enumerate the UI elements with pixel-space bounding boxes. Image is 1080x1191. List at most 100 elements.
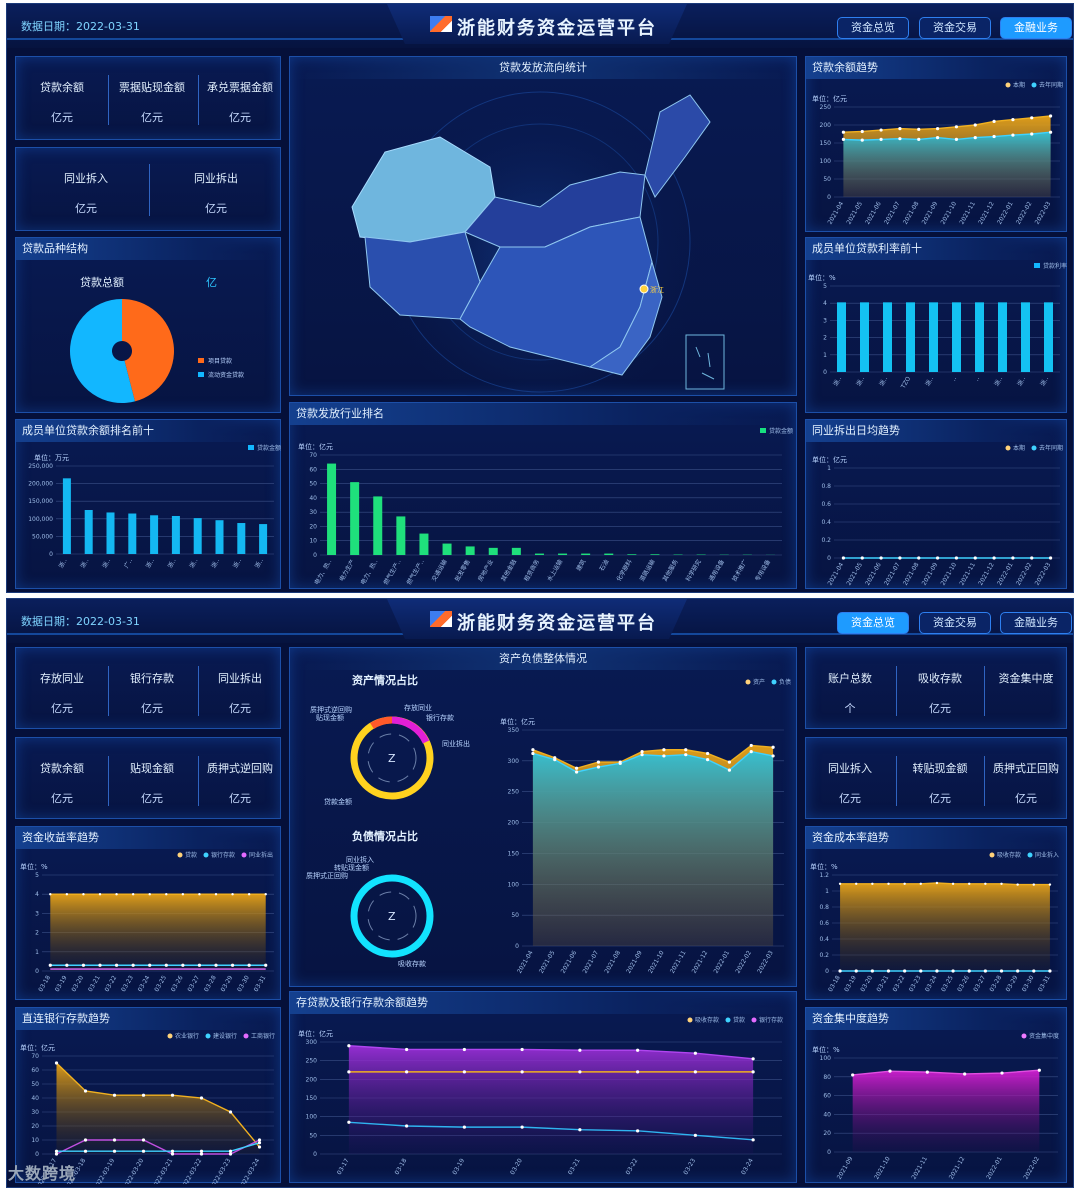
data-point	[727, 768, 732, 772]
panel-title: 资金集中度趋势	[806, 1008, 1066, 1030]
unit-label: 单位：亿元	[812, 94, 847, 103]
tab-financial-business[interactable]: 金融业务	[1000, 17, 1072, 39]
x-tick-label: 2021-08	[902, 561, 921, 586]
y-tick-label: 1	[823, 352, 827, 359]
x-tick-label: 2021-04	[827, 561, 846, 586]
y-tick-label: 10	[309, 538, 317, 545]
x-tick-label: 浙..	[854, 375, 866, 388]
legend-swatch	[198, 372, 204, 377]
data-point	[935, 556, 940, 560]
asset-ring-segment	[370, 716, 393, 730]
data-point	[531, 751, 535, 756]
data-point	[131, 963, 135, 967]
x-tick-label: 浙..	[253, 557, 265, 570]
kpi-panel-loans: 贷款余额 亿元 贴现金额 亿元 质押式逆回购 亿元	[15, 737, 281, 819]
data-point	[247, 893, 251, 896]
series-area	[50, 894, 266, 971]
bank-deposit-trend-panel: 直连银行存款趋势 农业银行 建设银行 工商银行 单位：亿元 70 60 50 40 30 20 10…	[15, 1007, 281, 1184]
legend-dot	[745, 679, 751, 685]
asset-label: 贷款金额	[324, 797, 352, 806]
data-point	[264, 963, 268, 967]
loan-total-unit: 亿	[206, 276, 217, 289]
x-tick-label: 03-27	[972, 974, 987, 993]
legend-label: 贷款金额	[769, 427, 793, 435]
tab-fund-trading[interactable]: 资金交易	[919, 612, 991, 634]
chart-bar	[193, 518, 202, 554]
data-point	[935, 127, 940, 131]
x-tick-label: 浙..	[1015, 375, 1027, 388]
data-point	[596, 765, 601, 769]
legend-label: 同业拆入	[1035, 851, 1059, 859]
data-point	[198, 893, 201, 896]
tab-fund-trading[interactable]: 资金交易	[919, 17, 991, 39]
data-point	[596, 760, 601, 764]
chart-bar	[488, 547, 498, 555]
series-line	[56, 1142, 260, 1152]
legend-dot	[1021, 1033, 1027, 1039]
y-tick-label: 0.2	[821, 537, 831, 544]
x-tick-label: 2021-06	[864, 200, 883, 225]
data-point	[1048, 114, 1053, 118]
data-point	[854, 969, 858, 973]
y-tick-label: 40	[309, 495, 317, 502]
data-point	[574, 770, 579, 774]
tab-financial-business[interactable]: 金融业务	[1000, 612, 1072, 634]
x-tick-label: 03-20	[859, 974, 874, 993]
data-point	[247, 963, 251, 967]
chart-bar	[906, 302, 915, 372]
data-point	[705, 751, 710, 756]
x-tick-label: 03-25	[153, 974, 168, 993]
legend-working-capital-loan: 流动资金贷款	[208, 371, 244, 379]
zhejiang-marker[interactable]	[639, 284, 649, 294]
x-tick-label: 03-21	[87, 974, 102, 993]
x-tick-label: 电力、热..	[359, 558, 380, 586]
data-point	[999, 969, 1004, 973]
y-tick-label: 1	[827, 465, 831, 472]
x-tick-label: 03-26	[170, 974, 185, 993]
legend-label: 负债	[779, 678, 791, 686]
kpi-panel-assets: 存放同业 亿元 银行存款 亿元 同业拆出 亿元	[15, 647, 281, 729]
data-point	[65, 893, 69, 896]
unit-label: 单位：亿元	[20, 1043, 55, 1052]
x-tick-label: 浙..	[992, 375, 1004, 388]
y-tick-label: 150	[306, 1095, 318, 1102]
loan-total-label: 贷款总额	[80, 276, 124, 289]
kpi-rediscount-amount: 转贴现金额 亿元	[912, 762, 968, 805]
x-tick-label: 其他服务	[661, 558, 680, 583]
y-tick-label: 3	[823, 317, 827, 324]
x-tick-label: 2021-08	[902, 200, 921, 225]
x-tick-label: ..	[950, 375, 958, 382]
chart-bar	[1044, 302, 1053, 372]
x-tick-label: 2022-02	[1015, 561, 1034, 586]
page-title: 浙能财务资金运营平台	[457, 613, 657, 634]
tab-fund-overview[interactable]: 资金总览	[837, 612, 909, 634]
data-point	[903, 969, 907, 973]
data-point	[968, 882, 971, 885]
y-tick-label: 250	[306, 1058, 318, 1065]
x-tick-label: 03-19	[451, 1157, 466, 1176]
x-tick-label: 2021-09	[921, 561, 940, 586]
legend-label: 贷款	[185, 851, 197, 859]
x-tick-label: 通用设备	[707, 558, 726, 583]
x-tick-label: 交通运输	[430, 558, 449, 583]
x-tick-label: 2021-10	[940, 561, 959, 586]
series-area	[56, 1063, 260, 1154]
y-tick-label: 1	[825, 888, 829, 895]
x-tick-label: 03-28	[988, 974, 1003, 993]
x-tick-label: 专用设备	[753, 558, 772, 583]
data-point	[1048, 883, 1052, 886]
concentration-trend-panel: 资金集中度趋势 资金集中度 单位：% 100 80 60 40 20 0 2021-09 2021…	[805, 1007, 1067, 1183]
x-tick-label: 2022-01	[985, 1155, 1004, 1180]
brand-logo-icon	[430, 16, 452, 32]
data-point	[257, 1145, 262, 1149]
tab-fund-overview[interactable]: 资金总览	[837, 17, 909, 39]
loan-flow-map-panel: 贷款发放流向统计 浙江	[289, 56, 797, 397]
data-point	[520, 1125, 524, 1129]
x-tick-label: 2021-11	[669, 949, 688, 974]
x-tick-label: 03-18	[37, 974, 52, 993]
data-point	[83, 1089, 88, 1093]
data-point	[662, 748, 666, 752]
y-tick-label: 0	[313, 1151, 317, 1158]
